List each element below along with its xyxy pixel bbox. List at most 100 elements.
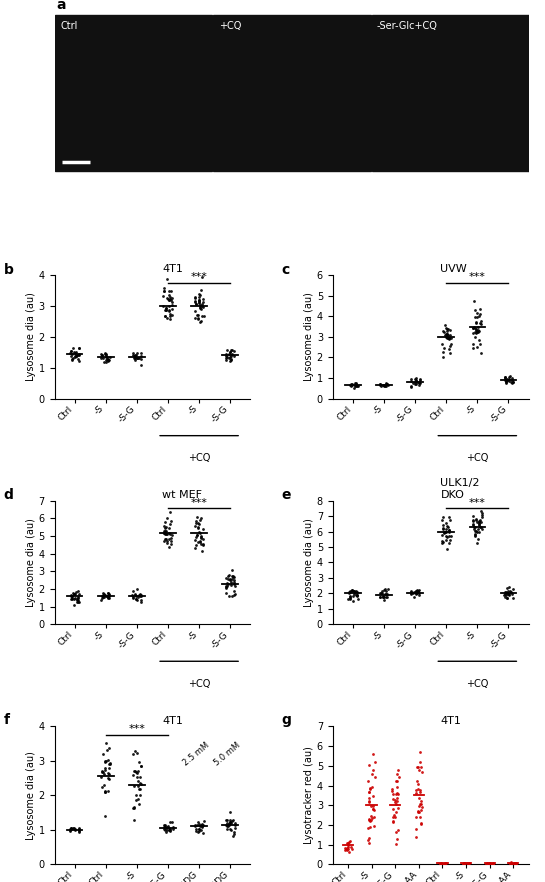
Point (66, 344, 75, 358)
Point (504, 587, 513, 602)
Point (196, 537, 205, 551)
Point (98, 591, 106, 605)
Point (439, 341, 448, 355)
Point (392, 767, 401, 781)
Point (137, 588, 146, 602)
Point (227, 579, 235, 593)
Point (415, 796, 424, 811)
Point (369, 859, 378, 873)
Point (438, 513, 446, 527)
Point (444, 529, 453, 543)
Point (411, 811, 420, 825)
Point (104, 784, 112, 798)
Point (473, 310, 482, 325)
Point (137, 776, 146, 790)
Point (222, 576, 231, 590)
Point (486, 856, 494, 870)
Point (471, 322, 480, 336)
Point (132, 346, 141, 360)
Point (136, 781, 145, 796)
Point (131, 588, 140, 602)
Point (130, 348, 139, 363)
Y-axis label: Lysosome dia (au): Lysosome dia (au) (304, 293, 314, 381)
Point (342, 843, 351, 857)
Point (132, 351, 141, 365)
Point (350, 584, 359, 598)
Point (417, 800, 426, 814)
Point (415, 583, 424, 597)
Point (67, 348, 76, 362)
Point (438, 536, 446, 550)
Point (415, 755, 424, 769)
Point (346, 378, 354, 392)
Point (346, 590, 355, 604)
Point (130, 800, 139, 814)
Point (105, 353, 114, 367)
Point (476, 514, 485, 528)
Point (222, 579, 231, 594)
Point (413, 583, 421, 597)
Point (476, 520, 485, 534)
Point (165, 540, 174, 554)
Point (195, 822, 204, 836)
Point (460, 856, 469, 870)
Point (412, 585, 421, 599)
Point (344, 835, 353, 849)
Point (369, 810, 378, 824)
Point (364, 821, 373, 835)
Point (382, 584, 390, 598)
Point (231, 818, 239, 833)
Point (160, 527, 169, 541)
Point (102, 353, 111, 367)
Point (508, 375, 517, 389)
Point (131, 348, 140, 363)
Point (411, 377, 420, 391)
Point (225, 812, 234, 826)
Point (136, 775, 144, 789)
Point (380, 587, 389, 601)
Point (197, 817, 206, 831)
Point (378, 589, 387, 603)
Point (476, 504, 485, 518)
Point (407, 586, 415, 600)
Point (445, 339, 454, 353)
Point (67, 592, 76, 606)
Point (70, 591, 79, 605)
Point (199, 521, 208, 535)
Point (444, 333, 453, 347)
Point (193, 516, 202, 530)
Point (415, 376, 424, 390)
Point (70, 823, 79, 837)
Point (165, 299, 174, 313)
Point (365, 781, 374, 795)
Point (412, 377, 421, 391)
Point (391, 810, 399, 824)
Point (472, 316, 481, 330)
Point (389, 792, 397, 806)
Point (159, 299, 168, 313)
Point (414, 585, 422, 599)
Point (376, 377, 385, 392)
Point (227, 343, 236, 357)
Point (512, 856, 520, 871)
Point (364, 785, 373, 799)
Text: +CQ: +CQ (219, 21, 241, 31)
Point (416, 804, 425, 818)
Point (507, 587, 516, 601)
Point (71, 350, 80, 364)
Point (412, 830, 421, 844)
Point (391, 793, 399, 807)
Point (418, 766, 427, 780)
Point (471, 303, 480, 318)
Point (350, 376, 359, 390)
Point (130, 802, 139, 816)
Point (440, 318, 449, 332)
Point (161, 520, 170, 534)
Point (470, 319, 479, 333)
Point (476, 317, 485, 331)
Point (502, 374, 511, 388)
Point (165, 532, 174, 546)
Point (75, 823, 83, 837)
Point (477, 522, 486, 536)
Point (134, 792, 142, 806)
